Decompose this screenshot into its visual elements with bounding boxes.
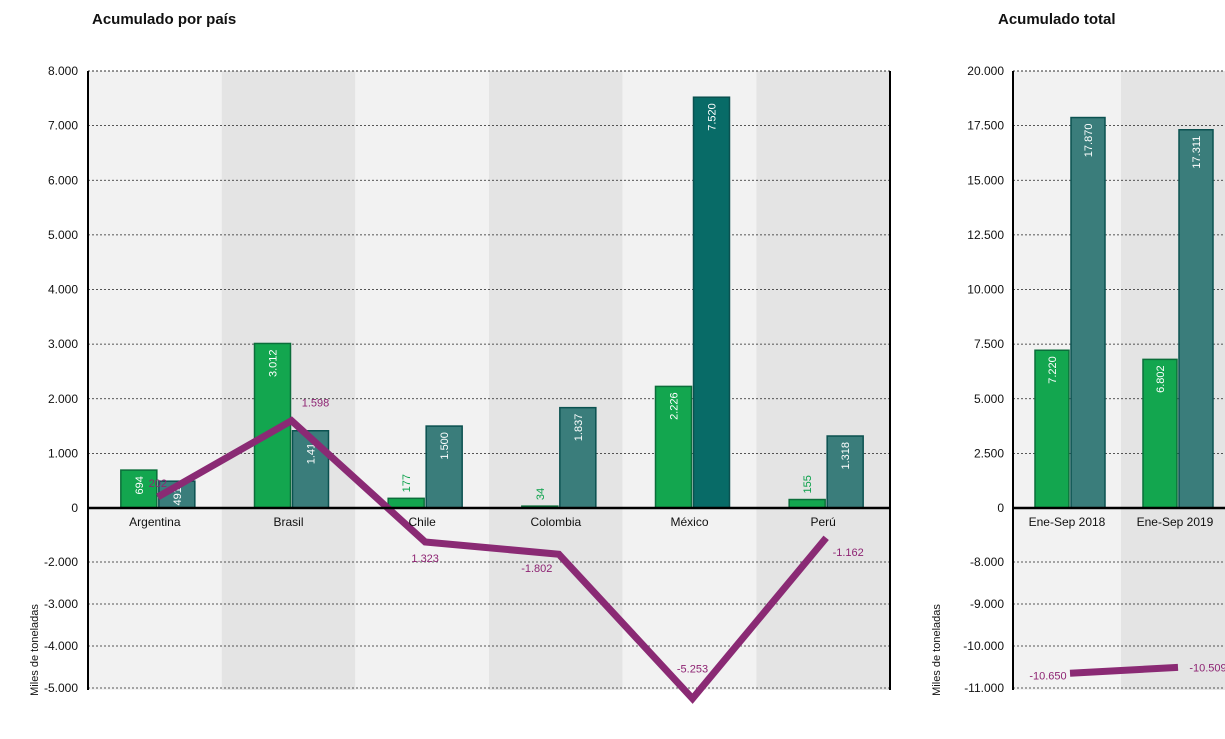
category-label: Ene-Sep 2019 [1137,515,1214,529]
y-tick-label: 2.000 [48,392,78,406]
y-tick-label: -10.000 [963,639,1004,653]
bar-series-b [1070,116,1106,509]
y-tick-label: -9.000 [970,597,1004,611]
net-line-label: 1.323 [411,553,439,565]
bar-label-series-b: 1.318 [840,442,852,470]
net-line-label: -5.253 [677,664,708,676]
y-axis-label-left: Miles de toneladas [29,604,41,696]
bar-label-series-a: 6.802 [1155,365,1167,393]
y-tick-label: -8.000 [970,555,1004,569]
y-tick-label: 3.000 [48,337,78,351]
category-label: Argentina [129,515,181,529]
bar-label-series-a: 694 [134,476,146,494]
y-tick-labels-right: 0 2.500 5.000 7.500 10.000 12.500 15.000 17.500… [963,64,1004,695]
y-tick-label: 15.000 [967,173,1004,187]
category-label: Ene-Sep 2018 [1029,515,1106,529]
bar-label-series-a: 177 [401,474,413,492]
net-line-label: 202 [149,478,167,490]
y-tick-label: -11.000 [964,681,1004,695]
y-tick-label: 1.000 [48,446,78,460]
y-tick-label: -5.000 [44,681,78,695]
bar-series-a [654,385,693,509]
bar-series-b [1178,129,1214,509]
category-band [88,71,222,690]
bar-label-series-b: 491 [172,487,184,505]
net-line-left: 202 1.598 1.323 -1.802 -5.253 -1.162 [149,398,864,704]
y-tick-labels-left: 0 1.000 2.000 3.000 4.000 5.000 6.000 7.000 8.00… [44,64,78,695]
net-line-label: -1.802 [521,563,552,575]
bars-right: 7.220 17.870 6.802 17.311 [1034,116,1214,509]
bar-series-b [826,435,864,509]
net-line-label: -10.509 [1189,662,1225,674]
net-line-label: -1.162 [833,547,864,559]
category-label: México [670,515,708,529]
bar-label-series-b: 1.837 [573,414,585,442]
y-tick-label: 4.000 [48,283,78,297]
bar-label-series-a: 155 [802,475,814,493]
bar-series-a [788,498,826,509]
y-tick-label: 7.500 [974,337,1004,351]
category-label: Perú [810,515,835,529]
y-tick-label: 0 [71,501,78,515]
category-band [622,71,757,690]
y-tick-label: -3.000 [44,597,78,611]
bar-series-a [387,497,425,509]
y-tick-label: -4.000 [44,639,78,653]
bars-left: 6944913.0121.4141771.500341.8372.2267.52… [120,96,864,509]
bar-label-series-b: 7.520 [707,103,719,131]
category-labels-right: Ene-Sep 2018 Ene-Sep 2019 [1029,515,1214,529]
bar-label-series-b: 1.500 [439,432,451,460]
bar-series-b [425,425,463,509]
category-label: Colombia [530,515,581,529]
axes-left [87,71,891,690]
bar-label-series-a: 34 [535,488,547,500]
y-tick-label: 8.000 [48,64,78,78]
net-line [156,416,829,704]
y-tick-label: 12.500 [967,228,1004,242]
axes-right [1012,71,1225,690]
category-bands-left [88,71,890,690]
category-band [489,71,623,690]
y-tick-label: -2.000 [44,555,78,569]
bar-label-series-b: 17.311 [1191,136,1203,169]
y-tick-label: 20.000 [967,64,1004,78]
gridlines-left [88,70,890,689]
bar-series-b [291,430,330,509]
y-tick-label: 17.500 [967,119,1004,133]
bar-label-series-a: 2.226 [669,392,681,420]
y-tick-label: 5.000 [974,392,1004,406]
bar-series-a [1034,349,1070,509]
bar-label-series-a: 7.220 [1047,356,1059,384]
bar-series-b [559,406,597,509]
y-tick-label: 0 [997,501,1004,515]
bar-label-series-b: 17.870 [1083,124,1095,158]
y-tick-label: 10.000 [967,283,1004,297]
category-band [756,71,890,690]
category-band [355,71,489,690]
category-label: Brasil [273,515,303,529]
chart-title-left: Acumulado por país [92,11,236,28]
net-line-label: 1.598 [302,398,330,410]
y-tick-label: 2.500 [974,446,1004,460]
y-axis-label-right: Miles de toneladas [931,604,943,696]
y-tick-label: 6.000 [48,173,78,187]
bar-label-series-a: 3.012 [268,349,280,377]
net-line [1069,663,1179,677]
net-line-label: -10.650 [1029,670,1066,682]
category-labels-left: Argentina Brasil Chile Colombia México Perú [129,515,836,529]
chart-title-right: Acumulado total [998,11,1116,28]
net-line-right: -10.650 -10.509 [1029,662,1225,682]
y-tick-label: 5.000 [48,228,78,242]
y-tick-label: 7.000 [48,119,78,133]
category-label: Chile [408,515,436,529]
bar-series-b [692,96,731,509]
